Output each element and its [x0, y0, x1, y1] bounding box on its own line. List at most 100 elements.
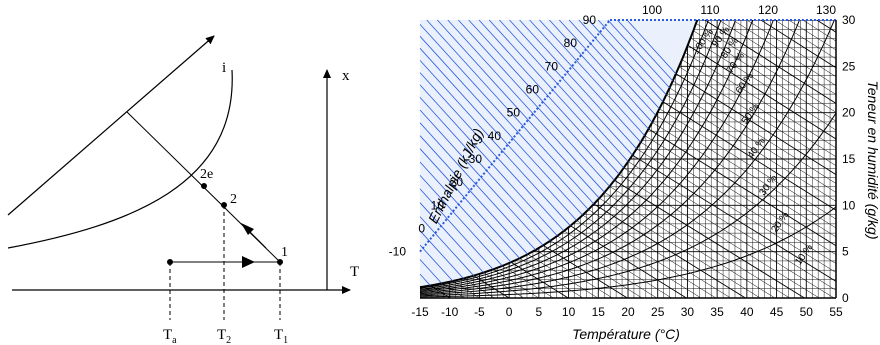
enthalpy-line-inner: [690, 37, 837, 131]
temperature-tick-label: -15: [411, 305, 429, 319]
enthalpy-line-inner: [672, 80, 837, 184]
rh-curve: [419, 19, 699, 289]
enthalpy-line-inner: [693, 30, 837, 122]
enthalpy-tick-label: 70: [545, 59, 559, 73]
enthalpy-line-inner: [535, 249, 613, 299]
enthalpy-line-inner: [662, 101, 837, 211]
enthalpy-line-fog: [419, 84, 558, 237]
enthalpy-line-fog: [419, 36, 583, 216]
enthalpy-top-tick-label: 120: [758, 3, 778, 17]
tick-label-ta: Ta: [163, 327, 177, 345]
enthalpy-line-inner: [788, 19, 837, 51]
enthalpy-line-inner: [718, 19, 837, 95]
temperature-tick-label: 15: [592, 305, 606, 319]
enthalpy-lines: [419, 19, 837, 299]
enthalpy-line-inner: [644, 135, 837, 255]
saturation-curve: [7, 69, 233, 249]
enthalpy-line-fog: [519, 19, 637, 150]
enthalpy-line-fog: [499, 19, 629, 162]
enthalpy-line-fog: [597, 19, 667, 96]
process-arrowhead: [241, 223, 254, 235]
enthalpy-line-fog: [419, 24, 589, 210]
enthalpy-line-inner: [463, 278, 495, 299]
enthalpy-line-fog: [419, 72, 565, 232]
tick-label-t1: T1: [274, 327, 288, 345]
point-a: [167, 259, 173, 265]
rh-curve: [419, 19, 800, 295]
enthalpy-line-inner: [570, 225, 687, 299]
humidity-tick-label: 30: [842, 13, 856, 27]
enthalpy-top-tick-label: 130: [816, 3, 836, 17]
temperature-tick-label: -5: [474, 305, 485, 319]
psychrometric-chart: 100 %90 %80 %70 %60 %50 %40 %30 %20 %10 …: [389, 3, 880, 342]
enthalpy-line-inner: [681, 59, 837, 158]
enthalpy-line-inner: [473, 275, 510, 299]
enthalpy-line-inner: [632, 154, 837, 282]
enthalpy-line-fog: [419, 273, 431, 286]
enthalpy-line-inner: [675, 73, 837, 175]
enthalpy-line-inner: [678, 66, 837, 166]
enthalpy-line-inner: [687, 44, 837, 140]
enthalpy-line-inner: [659, 108, 837, 220]
enthalpy-line-inner: [640, 141, 837, 264]
enthalpy-line-inner: [609, 186, 790, 299]
enthalpy-line-inner: [628, 161, 837, 291]
enthalpy-line-fog: [539, 19, 645, 136]
enthalpy-line-fog: [578, 19, 660, 109]
humidity-tick-label: 15: [842, 152, 856, 166]
enthalpy-line-fog: [419, 216, 474, 276]
enthalpy-line-inner: [816, 19, 837, 33]
temperature-tick-label: 10: [562, 305, 576, 319]
enthalpy-line-inner: [452, 280, 480, 299]
enthalpy-line-fog: [419, 97, 551, 241]
enthalpy-tick-label: 90: [583, 13, 597, 27]
enthalpy-line-fog: [617, 19, 674, 82]
enthalpy-line-fog: [447, 19, 605, 193]
point-1: [277, 259, 283, 265]
temperature-tick-label: -10: [441, 305, 459, 319]
enthalpy-line-fog: [488, 19, 624, 169]
enthalpy-axis: [7, 35, 215, 216]
enthalpy-line-fog: [478, 19, 620, 175]
x-axis-label: Température (°C): [572, 326, 680, 342]
enthalpy-line-inner: [483, 272, 525, 299]
enthalpy-line-inner: [636, 148, 837, 273]
enthalpy-line-inner: [550, 240, 643, 299]
enthalpy-line-inner: [582, 214, 717, 299]
enthalpy-line-fog: [458, 19, 610, 187]
enthalpy-line-inner: [648, 128, 837, 247]
rh-curve: [419, 19, 835, 296]
enthalpy-tick-label: 30: [469, 152, 483, 166]
enthalpy-line-fog: [419, 135, 528, 255]
rh-curve: [419, 19, 754, 292]
enthalpy-line-fog: [419, 175, 503, 267]
enthalpy-line-fog: [468, 19, 615, 181]
heating-arrowhead: [242, 256, 255, 268]
point-2e: [201, 183, 207, 189]
enthalpy-line-inner: [623, 167, 835, 299]
rh-curve: [419, 19, 774, 294]
point-2: [221, 202, 227, 208]
enthalpy-line-inner: [510, 261, 569, 299]
humidity-tick-label: 0: [842, 291, 849, 305]
point-1-label: 1: [281, 245, 288, 260]
temperature-tick-label: 20: [621, 305, 635, 319]
enthalpy-line-fog: [419, 48, 577, 221]
rh-curve: [419, 112, 837, 297]
point-2e-label: 2e: [200, 167, 213, 182]
enthalpy-line-fog: [419, 161, 512, 263]
temperature-tick-label: 45: [770, 305, 784, 319]
enthalpy-line-inner: [760, 19, 837, 69]
tick-label-t2: T2: [217, 327, 231, 345]
enthalpy-line-fog: [529, 19, 641, 143]
enthalpy-line-fog: [588, 19, 664, 103]
enthalpy-line-inner: [563, 230, 672, 299]
enthalpy-tick-label: -10: [389, 245, 407, 259]
enthalpy-line-fog: [419, 230, 464, 279]
humidity-axis-label: x: [342, 68, 350, 84]
enthalpy-tick-label: 60: [526, 83, 540, 97]
enthalpy-line-inner: [588, 209, 731, 299]
y-axis-label: Teneur en humidité (g/kg): [865, 80, 880, 239]
